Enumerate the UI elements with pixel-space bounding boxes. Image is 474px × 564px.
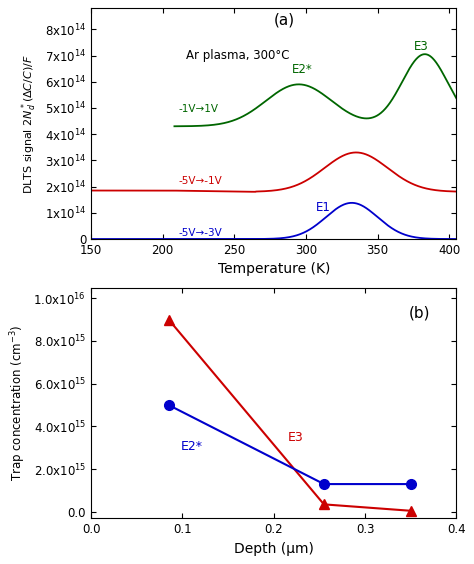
Text: E1: E1 (316, 201, 331, 214)
Text: -5V→-1V: -5V→-1V (178, 176, 222, 186)
X-axis label: Depth (μm): Depth (μm) (234, 541, 314, 556)
Text: E2*: E2* (292, 63, 312, 76)
Text: E2*: E2* (181, 440, 202, 453)
Text: E3: E3 (287, 431, 303, 444)
Text: (a): (a) (273, 12, 295, 28)
Text: -5V→-3V: -5V→-3V (178, 228, 222, 238)
Y-axis label: DLTS signal $2N_d^*(\Delta C/C)/F$: DLTS signal $2N_d^*(\Delta C/C)/F$ (19, 54, 39, 193)
Text: (b): (b) (409, 306, 430, 320)
Text: Ar plasma, 300°C: Ar plasma, 300°C (186, 49, 290, 62)
X-axis label: Temperature (K): Temperature (K) (218, 262, 330, 276)
Y-axis label: Trap concentration (cm$^{-3}$): Trap concentration (cm$^{-3}$) (9, 325, 28, 481)
Text: -1V→1V: -1V→1V (178, 104, 219, 114)
Text: E3: E3 (413, 40, 428, 53)
